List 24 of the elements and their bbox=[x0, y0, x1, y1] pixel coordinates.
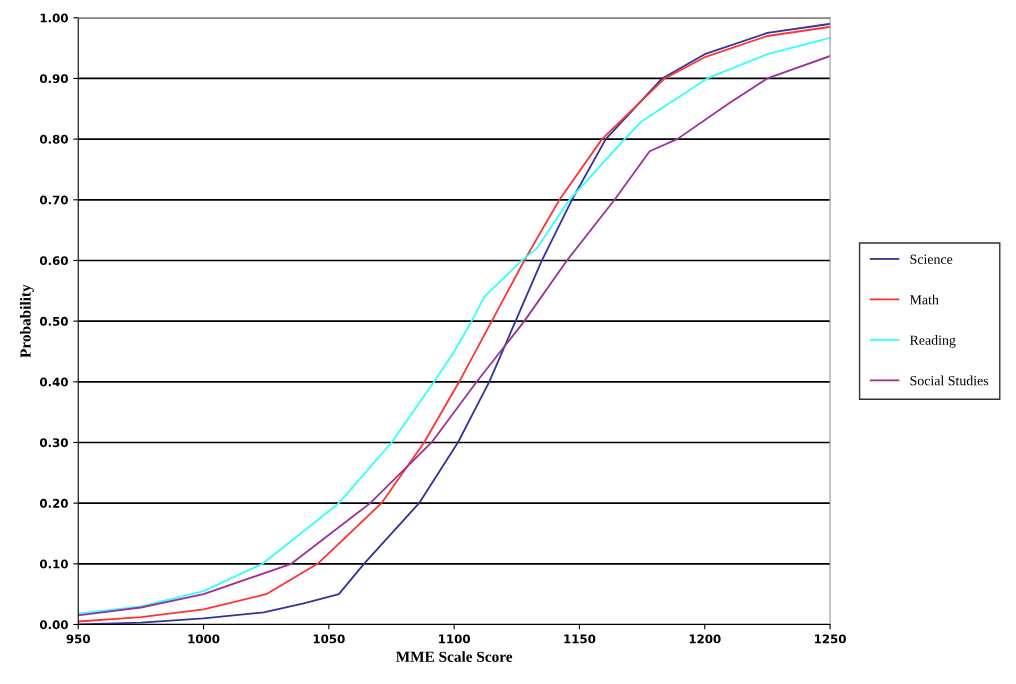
y-axis-title: Probability bbox=[19, 284, 34, 358]
x-axis-title: MME Scale Score bbox=[396, 651, 513, 662]
y-tick-label: 1.00 bbox=[40, 13, 68, 23]
x-tick-label: 950 bbox=[66, 634, 90, 644]
y-tick-label: 0.80 bbox=[39, 134, 68, 144]
y-tick-label: 0.00 bbox=[39, 620, 68, 630]
y-tick-label: 0.60 bbox=[39, 256, 68, 266]
x-tick-label: 1250 bbox=[814, 634, 846, 644]
y-tick-label: 0.30 bbox=[39, 438, 68, 448]
y-tick-label: 0.50 bbox=[39, 316, 68, 326]
y-tick-label: 0.10 bbox=[39, 559, 68, 569]
legend-label: Social Studies bbox=[910, 375, 989, 386]
x-tick-label: 1000 bbox=[188, 634, 220, 644]
legend-label: Reading bbox=[909, 335, 956, 348]
x-tick-label: 1150 bbox=[564, 634, 596, 644]
y-tick-label: 0.20 bbox=[39, 498, 68, 508]
y-tick-label: 0.70 bbox=[39, 195, 68, 205]
x-tick-label: 1100 bbox=[439, 634, 471, 644]
x-tick-label: 1200 bbox=[689, 634, 721, 644]
x-tick-label: 1050 bbox=[313, 634, 345, 644]
legend-label: Science bbox=[910, 254, 953, 264]
legend-label: Math bbox=[909, 294, 939, 305]
y-tick-label: 0.90 bbox=[39, 74, 68, 84]
y-tick-label: 0.40 bbox=[39, 377, 68, 387]
